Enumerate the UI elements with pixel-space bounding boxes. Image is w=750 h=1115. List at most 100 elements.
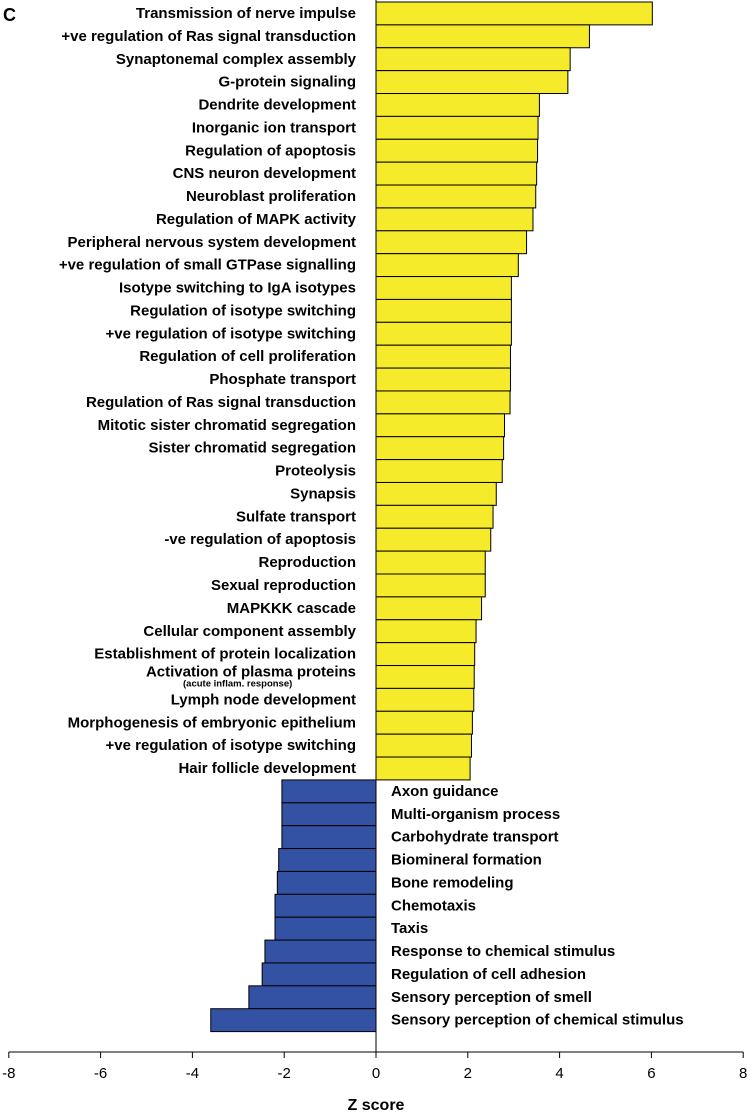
bar	[281, 825, 377, 850]
category-label: Reproduction	[259, 554, 357, 571]
panel-label: C	[3, 5, 16, 25]
category-label: +ve regulation of isotype switching	[106, 325, 356, 342]
category-label: Bone remodeling	[391, 874, 514, 891]
bar	[375, 184, 537, 209]
bar	[375, 367, 511, 392]
category-label: CNS neuron development	[173, 165, 356, 182]
bar	[375, 733, 472, 758]
category-label: Regulation of isotype switching	[130, 302, 356, 319]
category-label: Sexual reproduction	[211, 577, 356, 594]
category-label: Regulation of MAPK activity	[156, 211, 357, 228]
bar	[274, 893, 377, 918]
bar	[375, 321, 512, 346]
bar	[274, 916, 377, 941]
x-tick-label: -8	[2, 1065, 15, 1082]
category-label: Chemotaxis	[391, 897, 476, 914]
x-tick-label: 0	[372, 1065, 380, 1082]
category-labels-group: Transmission of nerve impulse +ve regulat…	[59, 5, 684, 1029]
bar	[375, 298, 512, 323]
category-label: G-protein signaling	[219, 74, 357, 91]
x-axis: -8 -6 -4 -2 0 2 4 6 8	[2, 0, 747, 1082]
category-label: Neuroblast proliferation	[186, 188, 356, 205]
category-label: Establishment of protein localization	[94, 646, 356, 663]
bar	[375, 481, 497, 506]
category-label: Multi-organism process	[391, 806, 560, 823]
bar	[248, 985, 377, 1010]
category-label: Axon guidance	[391, 783, 499, 800]
bar	[375, 344, 511, 369]
category-label: Regulation of Ras signal transduction	[86, 394, 356, 411]
bar	[375, 390, 511, 415]
category-label: Activation of plasma proteins	[146, 664, 356, 681]
category-label: Sulfate transport	[236, 508, 356, 525]
category-label: Taxis	[391, 920, 428, 937]
x-tick-label: 6	[647, 1065, 655, 1082]
category-label: Peripheral nervous system development	[68, 234, 356, 251]
category-sub-label: (acute inflam. response)	[183, 679, 292, 690]
category-label: Isotype switching to IgA isotypes	[119, 280, 356, 297]
bar	[375, 619, 477, 644]
category-label: Sensory perception of chemical stimulus	[391, 1012, 684, 1029]
category-label: Synaptonemal complex assembly	[116, 51, 357, 68]
category-label: +ve regulation of small GTPase signallin…	[59, 257, 356, 274]
category-label: Cellular component assembly	[143, 623, 356, 640]
category-label: Regulation of apoptosis	[185, 142, 356, 159]
x-axis-title: Z score	[348, 1097, 405, 1114]
category-label: Phosphate transport	[209, 371, 356, 388]
x-tick-label: 2	[464, 1065, 472, 1082]
bar	[375, 207, 534, 232]
category-label: Regulation of cell adhesion	[391, 966, 586, 983]
category-label: MAPKKK cascade	[227, 600, 356, 617]
category-label: Carbohydrate transport	[391, 829, 559, 846]
category-label: +ve regulation of Ras signal transductio…	[61, 28, 356, 45]
x-tick-label: -6	[94, 1065, 107, 1082]
bar	[264, 939, 377, 964]
bar	[375, 276, 512, 300]
category-label: +ve regulation of isotype switching	[106, 737, 356, 754]
category-label: Synapsis	[290, 485, 356, 502]
bar	[375, 436, 505, 461]
bar	[375, 230, 528, 255]
category-label: Sensory perception of smell	[391, 989, 592, 1006]
bar	[375, 596, 483, 621]
bar	[375, 413, 506, 438]
category-label: Proteolysis	[275, 463, 356, 480]
bar	[375, 93, 540, 117]
bar	[375, 550, 486, 575]
bar	[278, 848, 377, 872]
bar	[375, 504, 494, 529]
bar	[210, 1008, 377, 1033]
category-label: Sister chromatid segregation	[148, 440, 356, 457]
bar	[375, 138, 539, 163]
bar	[375, 459, 503, 483]
category-label: -ve regulation of apoptosis	[164, 531, 356, 548]
category-label: Lymph node development	[171, 691, 356, 708]
x-tick-label: -2	[278, 1065, 291, 1082]
bar	[375, 687, 475, 712]
category-label: Morphogenesis of embryonic epithelium	[68, 714, 356, 731]
bar	[375, 24, 590, 49]
category-label: Mitotic sister chromatid segregation	[98, 417, 356, 434]
category-label: Transmission of nerve impulse	[136, 5, 356, 22]
bar	[375, 756, 471, 781]
bar	[375, 47, 571, 72]
bar	[375, 665, 475, 689]
category-label: Response to chemical stimulus	[391, 943, 615, 960]
bar	[375, 115, 539, 140]
bar	[261, 962, 377, 987]
bar	[281, 779, 377, 804]
x-tick-label: 4	[555, 1065, 563, 1082]
bar	[281, 802, 377, 827]
bar	[276, 870, 377, 895]
category-label: Hair follicle development	[178, 760, 356, 777]
bar	[375, 527, 492, 552]
bar	[375, 70, 569, 95]
category-label: Dendrite development	[198, 97, 356, 114]
x-tick-label: 8	[739, 1065, 747, 1082]
x-tick-label: -4	[186, 1065, 199, 1082]
bar	[375, 161, 538, 186]
category-label: Biomineral formation	[391, 852, 542, 869]
bar	[375, 642, 476, 667]
category-label: Inorganic ion transport	[192, 119, 356, 136]
